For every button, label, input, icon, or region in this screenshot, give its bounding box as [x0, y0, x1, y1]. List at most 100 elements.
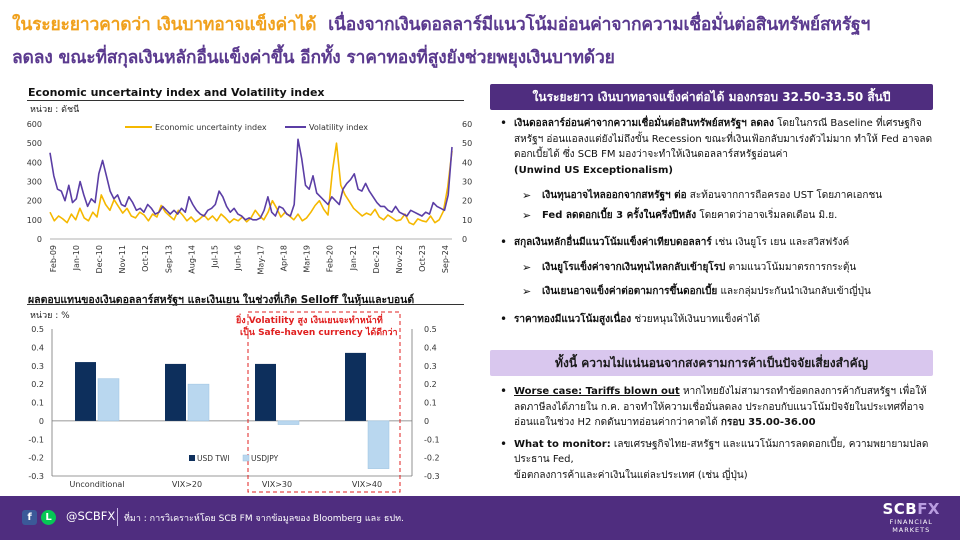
line-icon[interactable]: L: [41, 510, 56, 525]
bullet-monitor-line2: ข้อตกลงการค้าและค่าเงินในแต่ละประเทศ (เช…: [514, 469, 748, 481]
chart2-annotation-line1: ยิ่ง Volatility สูง เงินเยนจะทำหน้าที่: [235, 313, 383, 326]
chart2-left-tick: 0: [39, 417, 44, 426]
sub-yen-text: และกลุ่มประกันนำเงินกลับเข้าญี่ปุ่น: [717, 286, 871, 297]
footer-handle[interactable]: @SCBFX: [66, 509, 116, 523]
chart1-unit: หน่วย : ดัชนี: [30, 105, 80, 115]
arrow-icon: ➢: [522, 208, 532, 222]
chart1-x-tick: Feb-09: [49, 245, 58, 272]
facebook-icon[interactable]: f: [22, 510, 37, 525]
chart2-left-tick: -0.1: [28, 435, 44, 444]
logo-fx: FX: [917, 500, 940, 518]
chart1-left-tick: 500: [27, 139, 42, 148]
bullet-usd-weak-tail: (Unwind US Exceptionalism): [514, 164, 673, 176]
sub-euro: ➢ เงินยูโรแข็งค่าจากเงินทุนไหลกลับเข้ายุโ…: [496, 260, 936, 276]
chart1-x-tick: Sep-24: [441, 245, 450, 273]
chart2-legend-usd-label: USD TWI: [197, 454, 230, 463]
chart2-legend-jpy-label: USDJPY: [251, 454, 279, 463]
chart1-left-tick: 600: [27, 120, 42, 129]
chart1-x-tick: Aug-14: [187, 245, 196, 274]
chart1-legend-vol-label: Volatility index: [309, 123, 368, 132]
chart2-right-tick: 0.2: [424, 380, 437, 389]
chart1-right-tick: 10: [462, 216, 472, 225]
chart2-left-tick: 0.5: [31, 325, 44, 334]
bullet-gold-text: ช่วยหนุนให้เงินบาทแข็งค่าได้: [631, 313, 761, 325]
bullet-usd-weak: เงินดอลลาร์อ่อนค่าจากความเชื่อมั่นต่อสิน…: [496, 116, 936, 178]
social-icons: f L: [22, 510, 56, 525]
chart2-title: ผลตอบแทนของเงินดอลลาร์สหรัฐฯ และเงินเยน …: [28, 294, 415, 306]
chart2-left-tick: 0.2: [31, 380, 44, 389]
chart2-title-rule: [27, 304, 464, 305]
chart1-x-tick: Mar-19: [303, 245, 312, 273]
chart1-x-tick: Feb-20: [326, 245, 335, 272]
sub-fed-cuts-text: โดยคาดว่าอาจเริ่มลดเดือน มิ.ย.: [696, 209, 838, 221]
sub-fed-cuts: ➢ Fed ลดดอกเบี้ย 3 ครั้งในครึ่งปีหลัง โดย…: [496, 208, 936, 224]
chart2-category-label: VIX>40: [352, 480, 382, 489]
chart2-bar-jpy: [187, 383, 210, 422]
chart2-bar-usd: [75, 362, 96, 421]
chart2-bar-usd: [345, 352, 366, 421]
bullet-usd-weak-text: โดยในกรณี Baseline ที่เศรษฐกิจสหรัฐฯ อ่อ…: [514, 118, 933, 160]
bullet-worse-case-bold: Worse case: Tariffs blown out: [514, 386, 680, 397]
chart1-x-tick: Nov-11: [118, 245, 127, 273]
logo-markets: MARKETS: [892, 526, 931, 534]
chart1-x-tick: Jul-15: [210, 245, 219, 269]
chart2-category-label: VIX>20: [172, 480, 202, 489]
bullet-monitor-text: เลขเศรษฐกิจไทย-สหรัฐฯ และแนวโน้มการลดดอก…: [514, 438, 929, 466]
bullet-major-ccy-bold: สกุลเงินหลักอื่นมีแนวโน้มแข็งค่าเทียบดอล…: [514, 237, 712, 248]
chart2-category-label: VIX>30: [262, 480, 292, 489]
headline-part1: ในระยะยาวคาดว่า เงินบาทอาจแข็งค่าได้: [12, 15, 317, 35]
chart2-svg: 0.5 0.4 0.3 0.2 0.1 0 -0.1 -0.2 -0.3 0.5 0.4 0.3 0.2…: [28, 311, 440, 493]
chart1-left-tick: 400: [27, 158, 42, 167]
chart1-right-tick: 0: [462, 235, 467, 244]
right-header-1: ในระยะยาว เงินบาทอาจแข็งค่าต่อได้ มองกรอ…: [490, 84, 933, 110]
right-bullets-bottom: Worse case: Tariffs blown out หากไทยยังไ…: [496, 384, 936, 483]
chart2-unit: หน่วย : %: [30, 311, 70, 321]
chart1-x-tick: Jan-21: [349, 245, 358, 271]
bullet-major-ccy-text: เช่น เงินยูโร เยน และสวิสฟรังค์: [711, 237, 850, 248]
bullet-gold-bold: ราคาทองมีแนวโน้มสูงเนื่อง: [514, 313, 632, 325]
chart1-title: Economic uncertainty index and Volatilit…: [28, 86, 325, 99]
footer-divider: [117, 508, 118, 526]
footer-source: ที่มา : การวิเคราะห์โดย SCB FM จากข้อมูล…: [124, 514, 404, 524]
chart2-left-tick: -0.2: [28, 454, 44, 463]
chart1-left-tick: 100: [27, 216, 42, 225]
arrow-icon: ➢: [522, 285, 532, 298]
chart1-left-tick: 0: [37, 235, 42, 244]
chart1-left-tick: 300: [27, 178, 42, 187]
bullet-monitor-bold: What to monitor:: [514, 438, 611, 450]
chart1-x-tick: Nov-22: [395, 245, 404, 273]
right-header-2: ทั้งนี้ ความไม่แน่นอนจากสงครามการค้าเป็น…: [490, 350, 933, 376]
chart2-legend-jpy-swatch: [242, 454, 250, 462]
chart2-right-tick: 0: [424, 417, 429, 426]
chart2-left-tick: -0.3: [28, 472, 44, 481]
chart1-right-tick: 50: [462, 139, 472, 148]
chart1-x-tick: Sep-13: [164, 245, 173, 273]
bullet-worse-case: Worse case: Tariffs blown out หากไทยยังไ…: [496, 384, 936, 431]
logo-financial: FINANCIAL: [889, 518, 933, 526]
chart2-bar-jpy: [367, 420, 390, 469]
chart1-line-econ: [49, 142, 453, 226]
chart1-x-tick: Jan-10: [72, 245, 81, 271]
bullet-worse-case-tail: กรอบ 35.00-36.00: [720, 417, 816, 428]
chart2-left-tick: 0.3: [31, 362, 44, 371]
chart1-x-tick: Oct-12: [141, 245, 150, 272]
chart1-x-tick: Oct-23: [418, 245, 427, 272]
chart2-legend-usd-swatch: [189, 455, 195, 461]
chart1-x-tick: Dec-10: [95, 245, 104, 274]
chart1-title-rule: [27, 100, 464, 101]
chart1-legend-econ-label: Economic uncertainty index: [155, 123, 267, 132]
sub-capital-outflow-text: สะท้อนจากการถือครอง UST โดยภาคเอกชน: [686, 190, 883, 201]
bullet-worse-case-text: หากไทยยังไม่สามารถทำข้อตกลงการค้ากับสหรั…: [514, 386, 927, 428]
headline-line2: ลดลง ขณะที่สกุลเงินหลักอื่นแข็งค่าขึ้น อ…: [12, 48, 615, 68]
chart2-left-tick: 0.1: [31, 399, 44, 408]
scbfx-logo: SCBFX FINANCIAL MARKETS: [882, 500, 940, 534]
chart2-bar-jpy: [97, 378, 120, 422]
chart1-right-tick: 20: [462, 197, 472, 206]
chart2-right-tick: -0.2: [424, 454, 440, 463]
headline-part2: เนื่องจากเงินดอลลาร์มีแนวโน้มอ่อนค่าจากค…: [328, 15, 871, 35]
chart1-left-tick: 200: [27, 197, 42, 206]
chart2-category-label: Unconditional: [69, 480, 124, 489]
chart2-right-tick: -0.1: [424, 435, 440, 444]
chart2-right-tick: 0.3: [424, 362, 437, 371]
chart2-left-tick: 0.4: [31, 343, 44, 352]
